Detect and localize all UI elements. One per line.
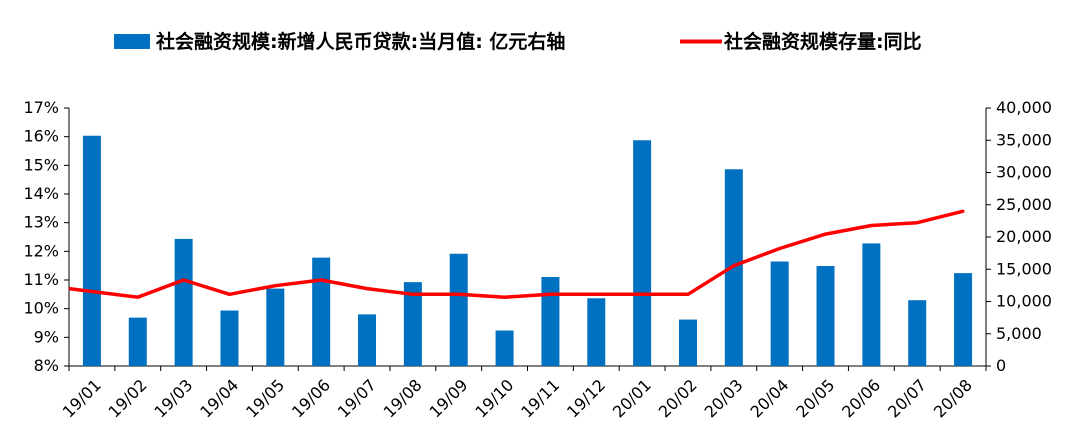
bar bbox=[449, 253, 468, 366]
left-tick-label: 11% bbox=[23, 270, 59, 289]
line-point bbox=[915, 221, 919, 225]
bar-series bbox=[82, 135, 973, 366]
x-tick-label: 20/05 bbox=[792, 375, 838, 421]
x-tick-label: 19/09 bbox=[426, 375, 472, 421]
right-tick-label: 10,000 bbox=[996, 292, 1052, 311]
line-point bbox=[319, 278, 323, 282]
right-tick-label: 25,000 bbox=[996, 195, 1052, 214]
x-tick-label: 20/03 bbox=[701, 375, 747, 421]
right-tick-label: 20,000 bbox=[996, 227, 1052, 246]
bar bbox=[587, 298, 606, 366]
x-tick-label: 19/12 bbox=[563, 375, 609, 421]
bar bbox=[495, 330, 514, 366]
bar bbox=[908, 300, 927, 366]
line-point bbox=[365, 287, 369, 291]
left-tick-label: 15% bbox=[23, 155, 59, 174]
bar bbox=[403, 282, 422, 366]
bar bbox=[174, 238, 193, 366]
line-point bbox=[594, 292, 598, 296]
bar bbox=[266, 288, 285, 366]
right-tick-label: 0 bbox=[996, 356, 1006, 375]
left-tick-label: 13% bbox=[23, 213, 59, 232]
line-point bbox=[869, 224, 873, 228]
bar bbox=[220, 310, 239, 366]
line-point bbox=[90, 289, 94, 293]
x-tick-label: 19/10 bbox=[471, 375, 517, 421]
line-point bbox=[136, 295, 140, 299]
bar bbox=[862, 243, 881, 366]
x-tick-label: 20/02 bbox=[655, 375, 701, 421]
line-point bbox=[640, 292, 644, 296]
left-tick-label: 17% bbox=[23, 98, 59, 117]
line-point bbox=[961, 209, 965, 213]
line-point bbox=[182, 278, 186, 282]
bar bbox=[770, 261, 789, 366]
line-point bbox=[778, 246, 782, 250]
line-point bbox=[227, 292, 231, 296]
left-tick-label: 8% bbox=[34, 356, 59, 375]
x-tick-label: 19/07 bbox=[334, 375, 380, 421]
left-tick-label: 9% bbox=[34, 327, 59, 346]
bar bbox=[541, 276, 560, 366]
line-point bbox=[548, 292, 552, 296]
x-tick-label: 20/01 bbox=[609, 375, 655, 421]
left-tick-label: 16% bbox=[23, 127, 59, 146]
legend-label-line: 社会融资规模存量:同比 bbox=[723, 30, 922, 53]
x-tick-label: 20/07 bbox=[884, 375, 930, 421]
x-tick-label: 19/05 bbox=[242, 375, 288, 421]
x-tick-label: 19/06 bbox=[288, 375, 334, 421]
line-point bbox=[457, 292, 461, 296]
left-tick-label: 14% bbox=[23, 184, 59, 203]
x-tick-label: 19/11 bbox=[517, 375, 563, 421]
x-tick-label: 19/04 bbox=[196, 375, 242, 421]
bar bbox=[358, 314, 377, 366]
bar bbox=[816, 266, 835, 366]
bar bbox=[954, 273, 973, 366]
x-tick-label: 20/04 bbox=[746, 375, 792, 421]
right-tick-label: 30,000 bbox=[996, 163, 1052, 182]
line-point bbox=[411, 292, 415, 296]
line-point bbox=[732, 264, 736, 268]
left-tick-label: 10% bbox=[23, 299, 59, 318]
bar bbox=[128, 317, 147, 366]
right-tick-label: 35,000 bbox=[996, 130, 1052, 149]
bar bbox=[678, 319, 697, 366]
bar bbox=[312, 257, 331, 366]
line-series bbox=[68, 209, 965, 299]
right-tick-label: 5,000 bbox=[996, 324, 1042, 343]
x-tick-label: 19/02 bbox=[105, 375, 151, 421]
left-tick-label: 12% bbox=[23, 241, 59, 260]
x-tick-label: 19/08 bbox=[380, 375, 426, 421]
x-tick-label: 20/06 bbox=[838, 375, 884, 421]
x-tick-label: 20/08 bbox=[930, 375, 976, 421]
bar bbox=[633, 140, 652, 366]
right-tick-label: 40,000 bbox=[996, 98, 1052, 117]
right-tick-label: 15,000 bbox=[996, 259, 1052, 278]
line-point bbox=[273, 284, 277, 288]
x-tick-label: 19/01 bbox=[59, 375, 105, 421]
line-point bbox=[686, 292, 690, 296]
x-tick-label: 19/03 bbox=[150, 375, 196, 421]
bar bbox=[82, 135, 101, 366]
legend: 社会融资规模:新增人民币贷款:当月值: 亿元右轴 社会融资规模存量:同比 bbox=[114, 30, 922, 53]
legend-swatch-bar bbox=[114, 34, 150, 49]
line-point bbox=[824, 232, 828, 236]
legend-label-bar: 社会融资规模:新增人民币贷款:当月值: 亿元右轴 bbox=[155, 30, 565, 53]
line-point bbox=[503, 295, 507, 299]
